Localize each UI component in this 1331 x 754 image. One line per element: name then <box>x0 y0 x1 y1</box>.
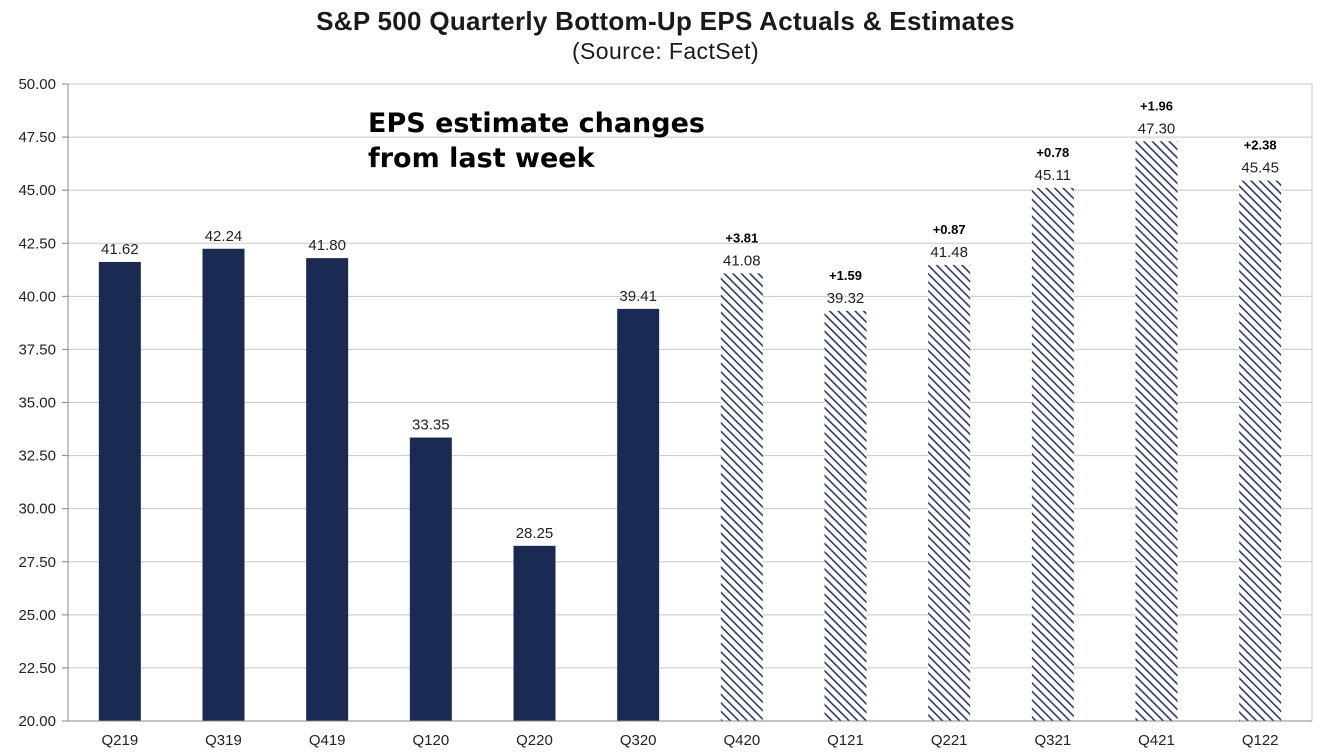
x-tick-label: Q421 <box>1138 732 1175 749</box>
y-axis: 20.00 22.50 25.00 27.50 30.00 32.50 35.00 37.50… <box>18 76 69 730</box>
bar-q220 <box>513 545 556 721</box>
y-tick-label: 42.50 <box>18 235 56 252</box>
x-tick-label: Q220 <box>516 732 553 749</box>
change-label: +0.87 <box>933 222 966 237</box>
value-label: 41.80 <box>308 237 346 254</box>
value-label: 47.30 <box>1138 120 1176 137</box>
y-tick-label: 30.00 <box>18 501 56 518</box>
y-tick-label: 20.00 <box>18 713 56 730</box>
x-tick-label: Q120 <box>412 732 449 749</box>
value-label: 41.08 <box>723 252 761 269</box>
annotation-line-2: from last week <box>368 143 595 174</box>
x-tick-label: Q420 <box>723 732 760 749</box>
y-tick-label: 47.50 <box>18 129 56 146</box>
x-tick-label: Q121 <box>827 732 864 749</box>
value-label: 33.35 <box>412 417 450 434</box>
bar-q320 <box>617 308 660 721</box>
bar-q420 <box>720 273 763 721</box>
y-tick-label: 45.00 <box>18 182 56 199</box>
bar-q319 <box>202 248 245 721</box>
value-label: 41.48 <box>930 244 968 261</box>
x-tick-label: Q320 <box>620 732 657 749</box>
bar-q421 <box>1135 141 1178 721</box>
y-tick-label: 25.00 <box>18 607 56 624</box>
change-label: +3.81 <box>725 230 758 245</box>
x-tick-label: Q221 <box>931 732 968 749</box>
value-label: 42.24 <box>205 228 243 245</box>
y-tick-label: 22.50 <box>18 660 56 677</box>
bar-q121 <box>824 310 867 721</box>
bar-q419 <box>306 258 349 721</box>
y-tick-label: 40.00 <box>18 288 56 305</box>
y-tick-label: 32.50 <box>18 448 56 465</box>
bar-q122 <box>1239 180 1282 721</box>
value-label: 41.62 <box>101 241 139 258</box>
y-tick-label: 35.00 <box>18 395 56 412</box>
bar-q120 <box>409 437 452 721</box>
value-label: 45.11 <box>1035 167 1071 184</box>
change-label: +2.38 <box>1244 138 1277 153</box>
bars: 41.62 42.24 41.80 33.35 28.25 39.41 41.08 +3.81… <box>98 98 1282 721</box>
y-tick-label: 27.50 <box>18 554 56 571</box>
x-axis: Q219 Q319 Q419 Q120 Q220 Q320 Q420 Q121 Q221 Q321… <box>68 720 1312 749</box>
x-tick-label: Q319 <box>205 732 242 749</box>
bar-q221 <box>928 264 971 721</box>
x-tick-label: Q419 <box>309 732 346 749</box>
bar-q219 <box>98 261 141 721</box>
value-label: 45.45 <box>1241 160 1279 177</box>
change-label: +1.96 <box>1140 98 1173 113</box>
chart-subtitle: (Source: FactSet) <box>571 38 760 64</box>
y-tick-label: 37.50 <box>18 341 56 358</box>
annotation-line-1: EPS estimate changes <box>368 108 705 139</box>
x-tick-label: Q321 <box>1034 732 1071 749</box>
annotation-text: EPS estimate changes from last week <box>368 106 705 176</box>
bar-q321 <box>1031 187 1074 721</box>
value-label: 39.32 <box>827 290 865 307</box>
value-label: 39.41 <box>619 288 657 305</box>
grid-lines <box>68 83 1313 722</box>
x-tick-label: Q122 <box>1242 732 1279 749</box>
change-label: +1.59 <box>829 268 862 283</box>
y-tick-label: 50.00 <box>18 76 56 93</box>
change-label: +0.78 <box>1036 145 1069 160</box>
x-tick-label: Q219 <box>101 732 138 749</box>
value-label: 28.25 <box>516 525 554 542</box>
chart-title: S&P 500 Quarterly Bottom-Up EPS Actuals … <box>316 6 1015 36</box>
